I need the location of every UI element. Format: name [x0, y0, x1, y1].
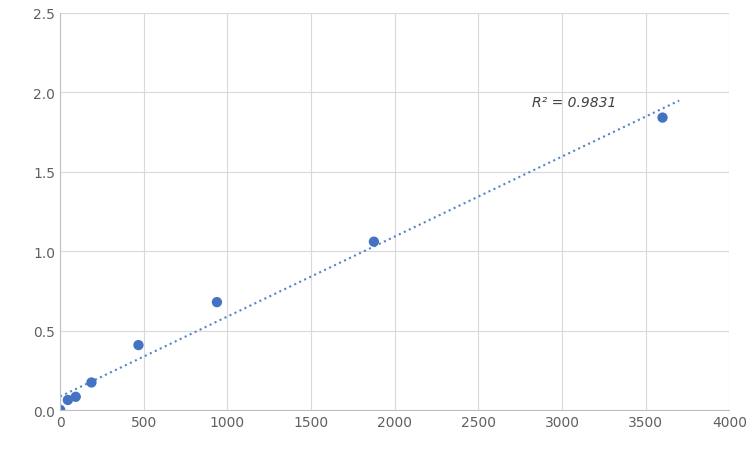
Point: [70, 393, 82, 400]
Point: [656, 115, 669, 122]
Point: [86, 379, 98, 386]
Point: [211, 299, 223, 306]
Text: R² = 0.9831: R² = 0.9831: [532, 96, 617, 110]
Point: [368, 239, 380, 246]
Point: [132, 342, 144, 349]
Point: [62, 396, 74, 404]
Point: [54, 406, 66, 414]
